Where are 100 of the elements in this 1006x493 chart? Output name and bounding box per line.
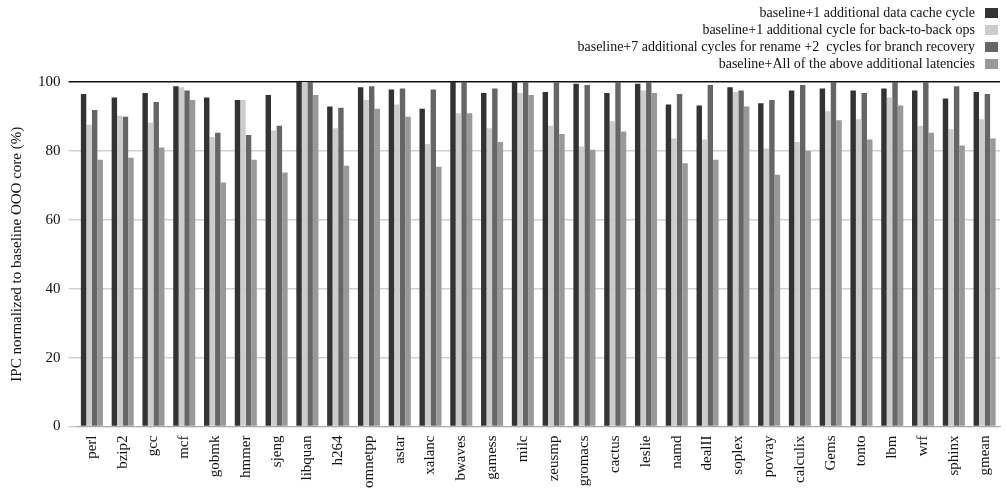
bar (357, 87, 364, 426)
x-tick-label: gamess (483, 435, 500, 480)
x-tick-label: gcc (144, 435, 161, 457)
bar (892, 82, 898, 426)
bar (481, 93, 487, 426)
bar (665, 104, 672, 426)
bar (111, 97, 118, 426)
bar (788, 90, 795, 426)
x-tick-label: soplex (729, 435, 746, 475)
bar (984, 94, 991, 426)
bar (819, 88, 826, 426)
x-tick-label: dealII (698, 435, 715, 471)
y-tick-label: 60 (45, 210, 61, 227)
x-tick-label: gromacs (575, 435, 592, 487)
x-tick-label: calculix (790, 435, 807, 483)
bar (184, 90, 190, 426)
bar (707, 85, 714, 426)
bar (682, 163, 688, 426)
bar (492, 88, 498, 426)
x-tick-label: sjeng (267, 435, 284, 468)
bar (912, 90, 918, 426)
bar (743, 106, 750, 426)
x-tick-label: namd (667, 435, 684, 469)
x-tick-label: h264 (329, 435, 346, 466)
bar (830, 82, 837, 426)
bar (769, 99, 775, 426)
x-tick-label: povray (760, 435, 777, 478)
y-tick-label: 20 (45, 348, 61, 365)
legend-label: baseline+1 additional data cache cycle (759, 4, 975, 21)
bar (343, 165, 350, 426)
bar (953, 86, 960, 426)
x-tick-label: lbm (883, 435, 900, 459)
bar (542, 91, 549, 426)
bar (620, 131, 627, 426)
bar (374, 108, 380, 426)
bar (573, 83, 579, 426)
bar (727, 87, 733, 426)
bar (128, 157, 134, 426)
bar (312, 95, 319, 426)
bar (836, 120, 842, 426)
x-tick-label: gobmk (205, 435, 222, 478)
bar (559, 134, 565, 426)
bar (959, 145, 965, 426)
bar (80, 94, 87, 426)
legend-label: baseline+1 additional cycle for back-to-back ops (702, 21, 975, 38)
bar (245, 135, 252, 426)
bar (758, 103, 764, 426)
bar (296, 82, 302, 426)
legend-label: baseline+All of the above additional latencies (718, 55, 975, 72)
bar (436, 166, 442, 426)
bar (369, 86, 375, 426)
bar (553, 82, 560, 426)
bar (738, 90, 744, 426)
bar (990, 138, 996, 426)
legend-label: baseline+7 additional cycles for rename +2 cycles for branch recovery (577, 38, 975, 55)
bar (928, 132, 935, 426)
x-tick-label: milc (513, 435, 530, 463)
bar (91, 109, 98, 426)
x-tick-label: omnetpp (359, 435, 376, 489)
bar (276, 125, 283, 426)
bar (97, 159, 103, 426)
y-tick-label: 0 (53, 417, 61, 434)
x-tick-label: tonto (852, 435, 869, 467)
bar (189, 99, 196, 426)
bar (867, 139, 873, 426)
x-tick-label: cactus (606, 435, 623, 473)
bar (282, 172, 288, 426)
bar (942, 98, 949, 426)
x-tick-label: libquan (298, 435, 315, 481)
x-tick-label: bwaves (452, 435, 469, 481)
x-tick-label: leslie (636, 435, 653, 468)
bar (338, 107, 344, 426)
x-tick-label: mcf (175, 435, 192, 459)
x-tick-label: xalanc (421, 435, 438, 475)
x-tick-label: gmean (975, 435, 992, 476)
bar (584, 85, 590, 426)
y-tick-label: 80 (45, 141, 61, 158)
x-tick-label: astar (390, 435, 407, 464)
bar (973, 91, 980, 426)
bar (159, 147, 165, 426)
bar (522, 82, 529, 426)
bar (497, 141, 504, 426)
y-tick-label: 100 (38, 72, 61, 89)
bar (590, 149, 596, 426)
bar (511, 82, 518, 426)
bar (923, 82, 929, 426)
bar (251, 159, 257, 426)
bar (399, 88, 406, 426)
bar (405, 116, 411, 426)
x-tick-label: wrf (913, 435, 930, 457)
bar (466, 113, 473, 426)
bar (430, 89, 436, 426)
bar (651, 93, 658, 426)
bar (450, 82, 456, 426)
bar (615, 82, 621, 426)
bar (799, 85, 806, 426)
bar (327, 106, 333, 426)
bar (881, 88, 887, 426)
bar (220, 182, 227, 426)
bar (215, 132, 221, 426)
